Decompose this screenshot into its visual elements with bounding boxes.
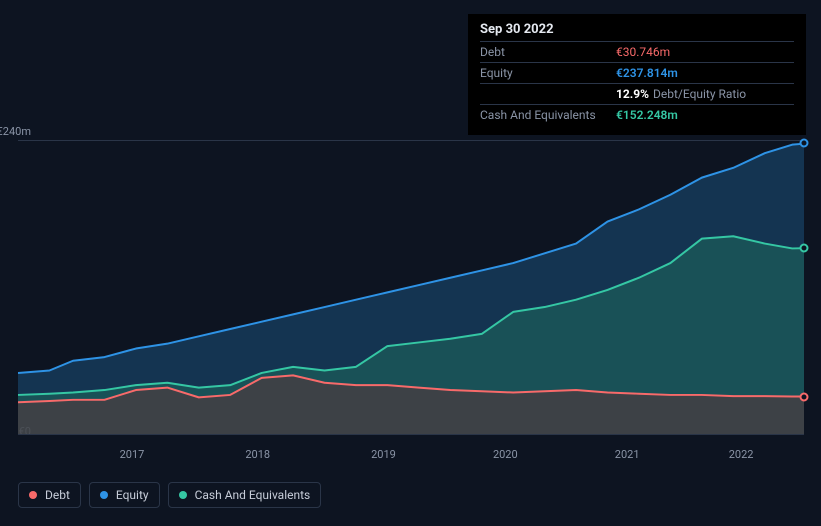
legend-dot-icon: [179, 491, 187, 499]
tooltip-row-debt: Debt €30.746m: [480, 41, 794, 62]
x-tick-2020: 2020: [493, 448, 518, 461]
end-marker-cash: [800, 243, 809, 252]
tooltip-row-cash-and-equivalents: Cash And Equivalents €152.248m: [480, 104, 794, 125]
legend-dot-icon: [100, 491, 108, 499]
legend-label: Equity: [116, 488, 149, 502]
legend-item-debt[interactable]: Debt: [18, 482, 81, 508]
tooltip-label: Cash And Equivalents: [480, 108, 608, 122]
legend-item-cash[interactable]: Cash And Equivalents: [168, 482, 322, 508]
tooltip-panel: Sep 30 2022 Debt €30.746m Equity €237.814m 1…: [468, 14, 806, 135]
end-marker-debt: [800, 393, 809, 402]
legend-dot-icon: [29, 491, 37, 499]
tooltip-value: 12.9%Debt/Equity Ratio: [616, 87, 794, 101]
x-tick-2018: 2018: [245, 448, 270, 461]
tooltip-date: Sep 30 2022: [480, 22, 794, 41]
legend-label: Cash And Equivalents: [195, 488, 311, 502]
tooltip-label: Equity: [480, 66, 608, 80]
tooltip-row-equity: Equity €237.814m: [480, 62, 794, 83]
legend: Debt Equity Cash And Equivalents: [18, 482, 321, 508]
x-tick-2019: 2019: [371, 448, 396, 461]
x-tick-2017: 2017: [120, 448, 145, 461]
legend-label: Debt: [45, 488, 70, 502]
plot-area: [18, 140, 804, 435]
legend-item-equity[interactable]: Equity: [89, 482, 160, 508]
x-tick-2021: 2021: [615, 448, 640, 461]
tooltip-label: [480, 87, 608, 101]
tooltip-value: €152.248m: [616, 108, 794, 122]
x-tick-2022: 2022: [729, 448, 754, 461]
end-marker-equity: [800, 138, 809, 147]
chart-svg: [18, 141, 804, 434]
tooltip-value: €237.814m: [616, 66, 794, 80]
y-axis-label-max: €240m: [0, 125, 31, 138]
tooltip-value: €30.746m: [616, 45, 794, 59]
tooltip-row-ratio: 12.9%Debt/Equity Ratio: [480, 83, 794, 104]
tooltip-label: Debt: [480, 45, 608, 59]
